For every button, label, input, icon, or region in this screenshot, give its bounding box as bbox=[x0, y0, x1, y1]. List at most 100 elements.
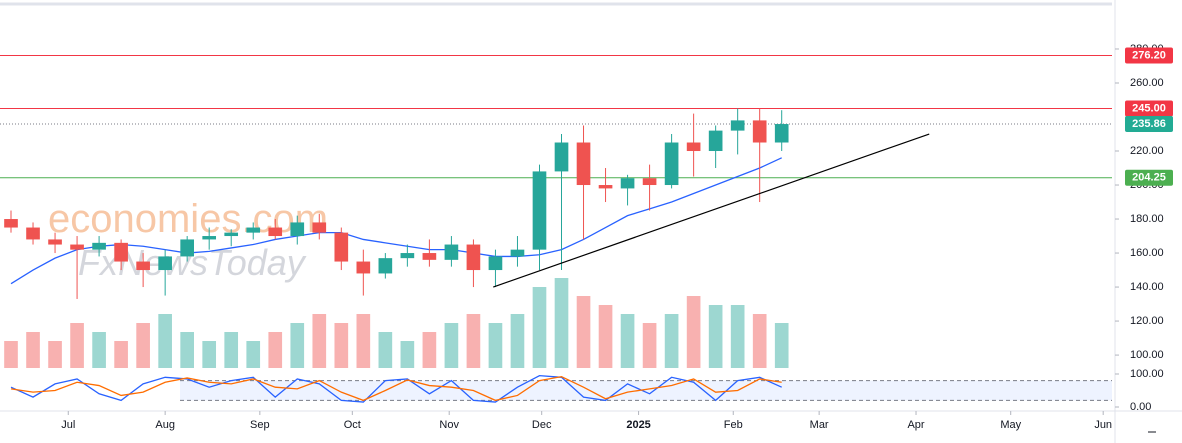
volume-bar bbox=[730, 305, 745, 368]
level-label-bg bbox=[1125, 100, 1173, 117]
volume-bar bbox=[466, 314, 481, 368]
stoch-tick-label: 0.00 bbox=[1130, 401, 1151, 413]
candle-body bbox=[4, 219, 18, 228]
candle-body bbox=[114, 242, 128, 262]
volume-bar bbox=[620, 314, 635, 368]
volume-bar bbox=[202, 341, 217, 368]
y-tick-label: 220.00 bbox=[1130, 145, 1164, 157]
x-tick-label: Aug bbox=[155, 419, 175, 431]
level-label: 245.00 bbox=[1132, 102, 1166, 114]
candle-body bbox=[708, 130, 723, 152]
volume-bar bbox=[334, 323, 349, 368]
x-tick-label: May bbox=[1000, 419, 1021, 431]
candle-body bbox=[422, 253, 437, 260]
candle-body bbox=[576, 142, 591, 186]
candle-body bbox=[510, 249, 525, 257]
level-label: 235.86 bbox=[1132, 118, 1166, 130]
candle-body bbox=[268, 227, 283, 237]
candle-body bbox=[158, 256, 172, 271]
y-tick-label: 160.00 bbox=[1130, 247, 1164, 259]
volume-bar bbox=[708, 305, 723, 368]
candle-body bbox=[378, 258, 393, 274]
candle-body bbox=[664, 142, 679, 186]
candle-body bbox=[730, 120, 745, 131]
candle-body bbox=[774, 124, 789, 143]
candle-body bbox=[26, 227, 40, 240]
candle-body bbox=[312, 222, 327, 233]
trendline bbox=[493, 133, 930, 288]
y-tick-label: 120.00 bbox=[1130, 315, 1164, 327]
moving-average bbox=[10, 157, 782, 285]
x-tick-label: Nov bbox=[439, 419, 459, 431]
candle-body bbox=[400, 253, 415, 259]
volume-bar bbox=[642, 323, 657, 368]
stoch-d-line bbox=[10, 375, 782, 402]
stoch-tick-label: 100.00 bbox=[1130, 368, 1164, 380]
watermark: economies.com bbox=[48, 197, 328, 241]
candle-body bbox=[70, 244, 84, 250]
y-tick-label: 260.00 bbox=[1130, 77, 1164, 89]
volume-bar bbox=[70, 323, 84, 368]
level-label: 204.25 bbox=[1132, 172, 1166, 184]
candle-body bbox=[356, 261, 371, 274]
candle-body bbox=[48, 239, 62, 245]
candle-body bbox=[246, 227, 261, 233]
volume-bar bbox=[246, 341, 261, 368]
volume-bar bbox=[268, 332, 283, 368]
volume-bar bbox=[400, 341, 415, 368]
volume-bar bbox=[752, 314, 767, 368]
candle-body bbox=[180, 239, 194, 257]
x-tick-label: 2025 bbox=[626, 419, 650, 431]
stoch-k-line bbox=[10, 374, 782, 403]
x-tick-label: Jun bbox=[1094, 419, 1112, 431]
volume-bar bbox=[554, 278, 569, 368]
volume-bar bbox=[312, 314, 327, 368]
y-tick-label: 180.00 bbox=[1130, 213, 1164, 225]
volume-bar bbox=[114, 341, 128, 368]
candle-body bbox=[290, 222, 305, 237]
level-label: 276.20 bbox=[1132, 49, 1166, 61]
level-label-bg bbox=[1125, 116, 1173, 133]
y-tick-label: 140.00 bbox=[1130, 281, 1164, 293]
candle-body bbox=[554, 142, 569, 172]
candle-body bbox=[686, 142, 701, 152]
level-label-bg bbox=[1125, 169, 1173, 186]
x-tick-label: Apr bbox=[907, 419, 924, 431]
volume-bar bbox=[532, 287, 547, 368]
x-tick-label: Jul bbox=[61, 419, 75, 431]
volume-bar bbox=[598, 305, 613, 368]
volume-bar bbox=[774, 323, 789, 368]
volume-bar bbox=[488, 323, 503, 368]
volume-bar bbox=[290, 323, 305, 368]
volume-bar bbox=[48, 341, 62, 368]
x-tick-label: Sep bbox=[250, 419, 270, 431]
volume-bar bbox=[26, 332, 40, 368]
volume-bar bbox=[356, 314, 371, 368]
candle-body bbox=[752, 120, 767, 143]
volume-bar bbox=[510, 314, 525, 368]
volume-bar bbox=[136, 323, 150, 368]
x-tick-label: Dec bbox=[532, 419, 552, 431]
volume-bar bbox=[224, 332, 239, 368]
stoch-band bbox=[180, 380, 1112, 401]
volume-bar bbox=[444, 323, 459, 368]
x-tick-label: Oct bbox=[344, 419, 361, 431]
volume-bar bbox=[576, 296, 591, 368]
volume-bar bbox=[92, 332, 106, 368]
volume-bar bbox=[422, 332, 437, 368]
candle-body bbox=[444, 244, 459, 260]
volume-bar bbox=[158, 314, 172, 368]
candle-body bbox=[224, 232, 239, 237]
candle-body bbox=[642, 178, 657, 186]
candle-body bbox=[92, 242, 106, 250]
volume-bar bbox=[686, 296, 701, 368]
x-tick-label: Mar bbox=[810, 419, 829, 431]
volume-bar bbox=[664, 314, 679, 368]
candle-body bbox=[136, 261, 150, 271]
candle-body bbox=[598, 185, 613, 189]
candle-body bbox=[532, 171, 547, 250]
candle-body bbox=[334, 232, 349, 262]
candle-body bbox=[466, 244, 481, 271]
y-tick-label: 100.00 bbox=[1130, 349, 1164, 361]
